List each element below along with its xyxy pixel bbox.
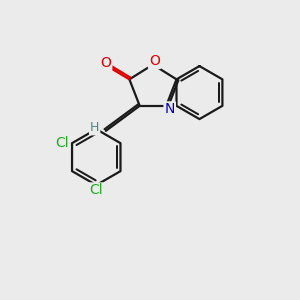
Text: O: O	[149, 54, 160, 68]
Text: N: N	[164, 102, 175, 116]
Text: H: H	[90, 122, 99, 134]
Text: Cl: Cl	[55, 136, 68, 150]
Text: Cl: Cl	[89, 183, 103, 197]
Text: O: O	[100, 56, 111, 70]
